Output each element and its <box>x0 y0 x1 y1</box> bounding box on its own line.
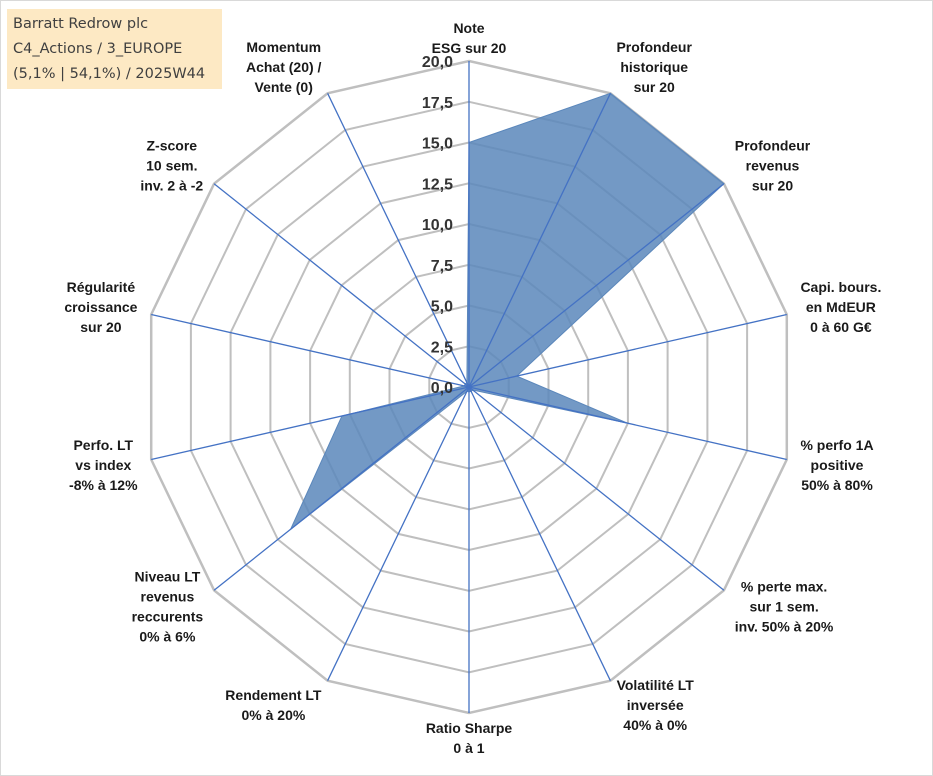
axis-label: Régularité croissance sur 20 <box>64 279 137 335</box>
info-box: Barratt Redrow plc C4_Actions / 3_EUROPE… <box>7 9 222 89</box>
axis-spoke <box>468 386 725 591</box>
axis-label-line: % perte max. <box>741 579 827 595</box>
tick-label: 10,0 <box>422 217 453 234</box>
score-label: (5,1% | 54,1%) / 2025W44 <box>13 66 206 82</box>
axis-label-line: inv. 50% à 20% <box>735 619 834 635</box>
axis-label: Niveau LT revenus reccurents 0% à 6% <box>132 569 204 645</box>
axis-spoke <box>468 93 611 388</box>
axis-label-line: 0 à 60 G€ <box>810 319 872 335</box>
portfolio-label: C4_Actions / 3_EUROPE <box>13 41 183 57</box>
axis-label-line: croissance <box>64 299 137 315</box>
axis-label-line: Vente (0) <box>255 79 313 95</box>
axis-label-line: Achat (20) / <box>246 59 322 75</box>
axis-label-line: Z-score <box>147 137 198 153</box>
axis-label: % perfo 1A positive 50% à 80% <box>800 437 873 493</box>
axis-label-line: 0% à 20% <box>241 707 305 723</box>
tick-label: 7,5 <box>431 258 453 275</box>
axis-label: Volatilité LT inversée 40% à 0% <box>617 677 695 733</box>
axis-label-line: inv. 2 à -2 <box>140 177 203 193</box>
data-series <box>290 92 725 530</box>
axis-label: Ratio Sharpe 0 à 1 <box>426 720 513 756</box>
axis-label-line: reccurents <box>132 609 204 625</box>
axis-label-line: positive <box>811 457 864 473</box>
tick-label: 15,0 <box>422 136 453 153</box>
axis-label-line: sur 1 sem. <box>749 599 818 615</box>
axis-spoke <box>468 313 787 388</box>
axis-label-line: sur 20 <box>634 79 675 95</box>
company-name: Barratt Redrow plc <box>13 16 149 32</box>
tick-label: 20,0 <box>422 54 453 71</box>
axis-spoke <box>151 386 470 461</box>
axis-label-line: Volatilité LT <box>617 677 695 693</box>
axis-label-line: Momentum <box>246 39 321 55</box>
axis-label-line: Ratio Sharpe <box>426 720 513 736</box>
axis-label: Capi. bours. en MdEUR 0 à 60 G€ <box>800 279 881 335</box>
axis-label-line: Capi. bours. <box>800 279 881 295</box>
axis-label-line: sur 20 <box>752 177 793 193</box>
axis-label-line: revenus <box>141 589 195 605</box>
axis-label-line: % perfo 1A <box>800 437 873 453</box>
axis-label-line: 40% à 0% <box>623 717 687 733</box>
axis-spoke <box>468 386 787 461</box>
tick-label: 5,0 <box>431 299 453 316</box>
axis-spoke <box>151 313 470 388</box>
axis-label-line: Rendement LT <box>225 687 322 703</box>
axis-label-line: sur 20 <box>80 319 121 335</box>
axis-label-line: Niveau LT <box>134 569 200 585</box>
axis-label: Rendement LT 0% à 20% <box>225 687 322 723</box>
axis-label: % perte max. sur 1 sem. inv. 50% à 20% <box>735 579 834 635</box>
axis-spoke <box>327 93 470 388</box>
axis-label-line: inversée <box>627 697 684 713</box>
axis-label-line: revenus <box>746 157 800 173</box>
axis-label-line: 50% à 80% <box>801 477 873 493</box>
axis-label-line: Perfo. LT <box>73 437 133 453</box>
axis-spoke <box>213 183 470 388</box>
axis-label-line: 10 sem. <box>146 157 197 173</box>
tick-label: 2,5 <box>431 339 453 356</box>
axis-label-line: ESG sur 20 <box>432 40 507 56</box>
axis-spokes <box>151 61 787 713</box>
axis-label-line: en MdEUR <box>806 299 876 315</box>
tick-label: 12,5 <box>422 176 453 193</box>
axis-label: Profondeur revenus sur 20 <box>735 137 811 193</box>
tick-labels: 0,0 2,5 5,0 7,5 10,0 12,5 15,0 17,5 20,0 <box>422 54 453 397</box>
axis-label: Z-score 10 sem. inv. 2 à -2 <box>140 137 203 193</box>
tick-label: 0,0 <box>431 380 453 397</box>
axis-label: Note ESG sur 20 <box>432 20 507 56</box>
axis-label: Perfo. LT vs index -8% à 12% <box>69 437 138 493</box>
axis-labels: Note ESG sur 20 Profondeur historique sur 20… <box>64 20 881 756</box>
axis-spoke <box>468 386 611 681</box>
series-area <box>290 92 725 530</box>
axis-label-line: vs index <box>75 457 131 473</box>
axis-label-line: Régularité <box>67 279 136 295</box>
axis-label-line: 0% à 6% <box>139 629 196 645</box>
axis-spoke <box>327 386 470 681</box>
axis-label-line: 0 à 1 <box>453 740 484 756</box>
axis-label-line: Note <box>453 20 484 36</box>
axis-label-line: historique <box>620 59 688 75</box>
axis-label: Profondeur historique sur 20 <box>616 39 692 95</box>
axis-label-line: -8% à 12% <box>69 477 138 493</box>
axis-spoke <box>213 386 470 591</box>
axis-label: Momentum Achat (20) / Vente (0) <box>246 39 322 95</box>
axis-label-line: Profondeur <box>735 137 811 153</box>
axis-label-line: Profondeur <box>616 39 692 55</box>
axis-spoke <box>468 183 725 388</box>
tick-label: 17,5 <box>422 95 453 112</box>
